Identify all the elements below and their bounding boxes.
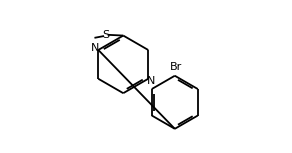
Text: S: S bbox=[102, 30, 110, 40]
Text: N: N bbox=[147, 76, 156, 86]
Text: Br: Br bbox=[170, 62, 182, 72]
Text: N: N bbox=[91, 43, 99, 53]
